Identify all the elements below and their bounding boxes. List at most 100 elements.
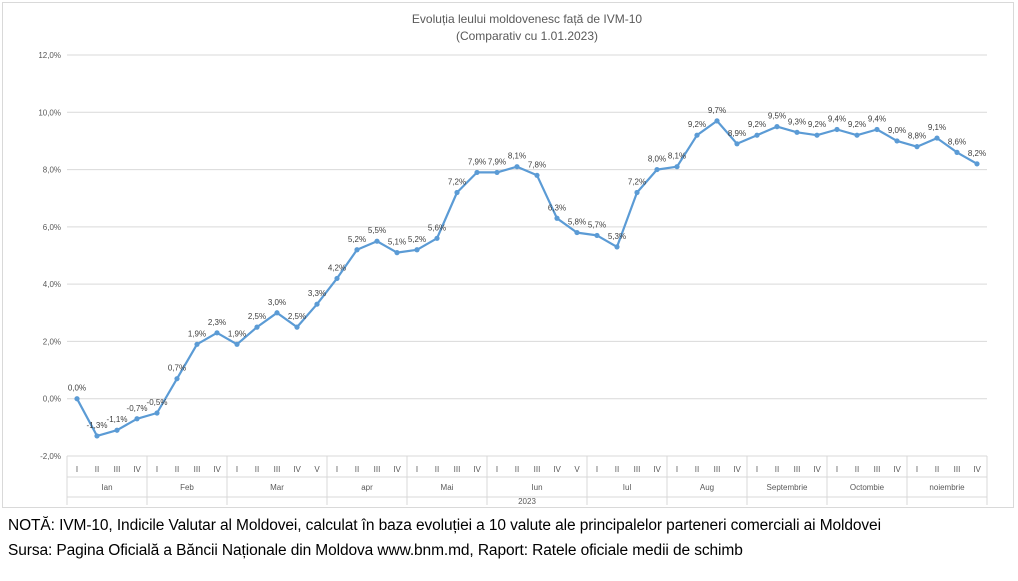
- data-point: [934, 135, 940, 141]
- week-tick-label: III: [114, 465, 121, 474]
- data-point: [274, 310, 280, 316]
- y-tick-label: -2,0%: [40, 452, 61, 461]
- y-tick-label: 0,0%: [43, 395, 61, 404]
- data-label: 9,4%: [828, 114, 846, 123]
- week-tick-label: IV: [393, 465, 401, 474]
- month-label: Septembrie: [767, 483, 808, 492]
- week-tick-label: IV: [473, 465, 481, 474]
- data-label: 9,7%: [708, 106, 726, 115]
- data-point: [594, 232, 600, 239]
- week-tick-label: III: [194, 465, 201, 474]
- data-point: [294, 324, 300, 330]
- data-label: 5,1%: [388, 238, 406, 247]
- month-label: Iun: [531, 483, 542, 492]
- data-label: 7,2%: [628, 177, 646, 186]
- week-tick-label: IV: [553, 465, 561, 474]
- data-label: 2,3%: [208, 318, 226, 327]
- data-point: [314, 301, 320, 307]
- month-label: noiembrie: [929, 483, 965, 492]
- y-tick-label: 12,0%: [38, 51, 61, 60]
- data-point: [234, 341, 240, 347]
- month-label: Mai: [441, 483, 454, 492]
- month-label: Octombie: [850, 483, 885, 492]
- week-tick-label: IV: [293, 465, 301, 474]
- data-point: [434, 235, 440, 241]
- week-tick-label: III: [374, 465, 381, 474]
- week-tick-label: I: [596, 465, 598, 474]
- data-label: 5,3%: [608, 232, 626, 241]
- data-label: 2,5%: [288, 312, 306, 321]
- data-label: -1,3%: [87, 421, 108, 430]
- data-point: [894, 138, 900, 144]
- data-label: 8,1%: [668, 152, 686, 161]
- week-tick-label: IV: [733, 465, 741, 474]
- data-label: 5,6%: [428, 223, 446, 232]
- data-point: [754, 132, 760, 138]
- data-point: [674, 164, 680, 170]
- data-point: [94, 433, 100, 439]
- data-point: [814, 132, 820, 138]
- data-point: [254, 324, 260, 330]
- data-point: [74, 396, 80, 402]
- data-label: 7,9%: [468, 157, 486, 166]
- week-tick-label: IV: [813, 465, 821, 474]
- data-point: [874, 126, 880, 133]
- data-point: [654, 166, 660, 173]
- data-point: [794, 129, 800, 135]
- week-tick-label: I: [836, 465, 838, 474]
- week-tick-label: IV: [973, 465, 981, 474]
- data-point: [574, 229, 580, 236]
- week-tick-label: I: [756, 465, 758, 474]
- week-tick-label: III: [714, 465, 721, 474]
- data-label: 9,5%: [768, 112, 786, 121]
- data-label: 8,2%: [968, 149, 986, 158]
- data-label: 9,1%: [928, 123, 946, 132]
- week-tick-label: I: [76, 465, 78, 474]
- chart-title: Evoluția leului moldovenesc față de IVM-…: [412, 12, 642, 26]
- data-label: 7,8%: [528, 160, 546, 169]
- y-tick-label: 2,0%: [43, 337, 61, 346]
- week-tick-label: II: [435, 465, 439, 474]
- month-label: Ian: [101, 483, 112, 492]
- week-tick-label: II: [695, 465, 699, 474]
- week-tick-label: III: [634, 465, 641, 474]
- month-label: Mar: [270, 483, 284, 492]
- data-point: [774, 124, 780, 130]
- data-label: -0,7%: [127, 404, 148, 413]
- data-label: 0,0%: [68, 384, 86, 393]
- data-label: 9,0%: [888, 126, 906, 135]
- data-label: 9,2%: [688, 120, 706, 129]
- data-label: -1,1%: [107, 415, 128, 424]
- data-point: [954, 149, 960, 155]
- y-tick-label: 10,0%: [38, 108, 61, 117]
- source-note: Sursa: Pagina Oficială a Băncii Național…: [8, 542, 743, 559]
- week-tick-label: I: [676, 465, 678, 474]
- data-label: 9,3%: [788, 117, 806, 126]
- data-label: 9,2%: [808, 120, 826, 129]
- week-tick-label: II: [95, 465, 99, 474]
- data-label: 9,2%: [848, 120, 866, 129]
- data-label: 7,9%: [488, 157, 506, 166]
- month-label: Feb: [180, 483, 194, 492]
- data-label: 5,8%: [568, 218, 586, 227]
- data-point: [114, 427, 120, 433]
- week-tick-label: II: [515, 465, 519, 474]
- week-tick-label: I: [496, 465, 498, 474]
- y-tick-label: 8,0%: [43, 166, 61, 175]
- week-tick-label: II: [615, 465, 619, 474]
- week-tick-label: V: [314, 465, 320, 474]
- data-label: -0,5%: [147, 398, 168, 407]
- data-point: [834, 126, 840, 133]
- data-point: [374, 238, 380, 244]
- data-label: 8,0%: [648, 155, 666, 164]
- line-chart: Evoluția leului moldovenesc față de IVM-…: [38, 12, 988, 506]
- week-tick-label: IV: [133, 465, 141, 474]
- week-tick-label: II: [175, 465, 179, 474]
- data-label: 1,9%: [228, 329, 246, 338]
- data-point: [714, 118, 720, 124]
- data-point: [914, 144, 920, 150]
- week-tick-label: III: [954, 465, 961, 474]
- data-point: [554, 215, 560, 221]
- week-tick-label: I: [416, 465, 418, 474]
- week-tick-label: I: [156, 465, 158, 474]
